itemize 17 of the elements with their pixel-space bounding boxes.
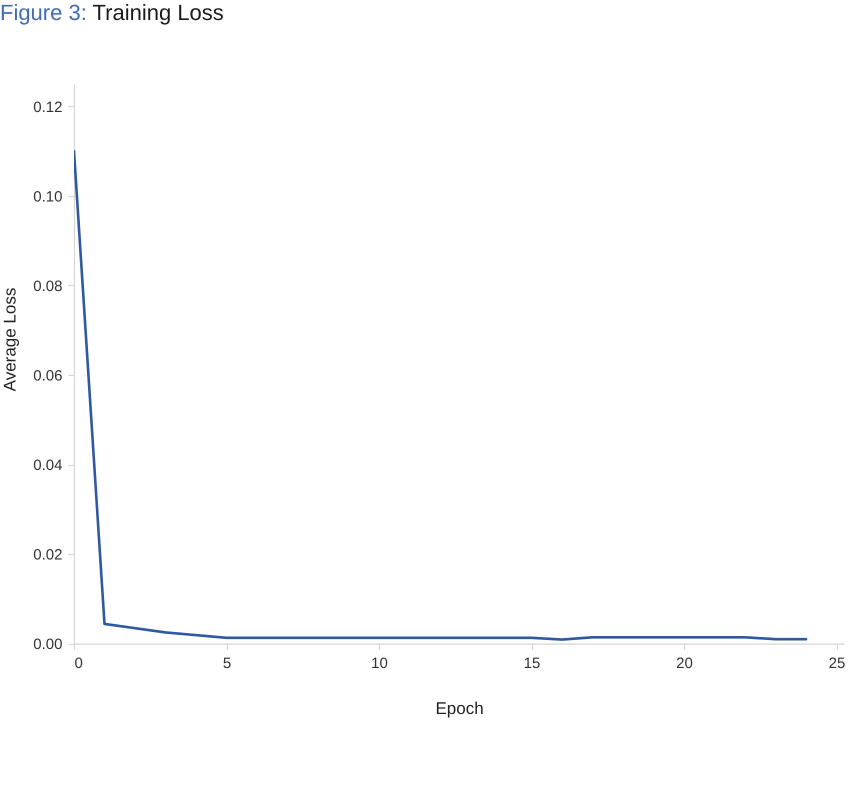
y-tick-label: 0.10 (33, 188, 62, 206)
y-tick-label: 0.06 (33, 368, 62, 385)
line-series (74, 150, 808, 641)
x-tick-label: 15 (524, 655, 540, 672)
y-axis-title: Average Loss (0, 288, 20, 392)
y-tick-label: 0.12 (33, 98, 62, 116)
x-tick-label: 5 (222, 655, 232, 672)
x-tick-label: 20 (676, 655, 693, 672)
x-tick-label: 10 (371, 655, 388, 672)
x-tick-label: 25 (828, 655, 846, 672)
x-axis-title: Epoch (435, 699, 484, 718)
y-tick-label: 0.04 (33, 457, 62, 474)
y-tick-label: 0.08 (33, 278, 62, 295)
y-tick-label: 0.00 (33, 636, 62, 654)
chart-title: Figure 3: Training Loss (0, 0, 224, 25)
x-tick-label: 0 (74, 655, 83, 672)
y-tick-label: 0.02 (33, 546, 62, 564)
